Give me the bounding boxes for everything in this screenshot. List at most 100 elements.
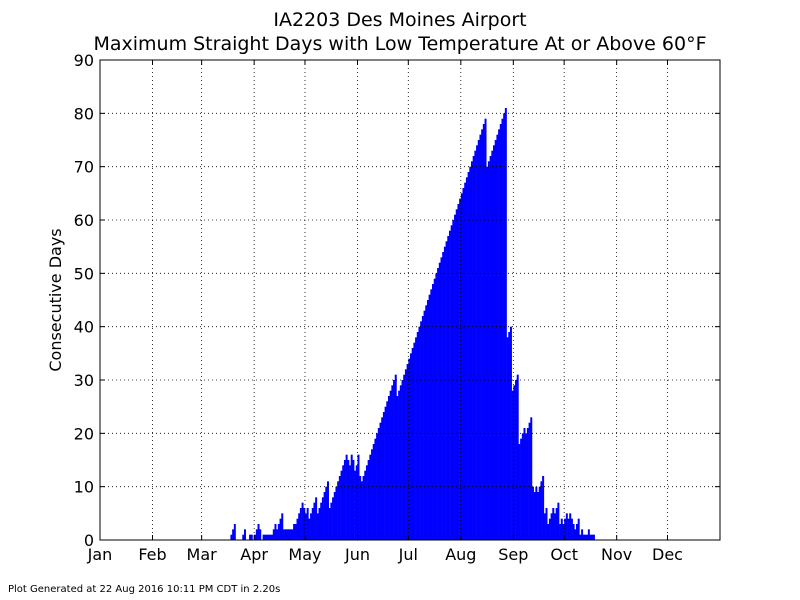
bar (550, 513, 553, 540)
bar (233, 524, 236, 540)
bar (242, 534, 245, 540)
bar (493, 145, 495, 540)
bar (445, 241, 448, 540)
bar (425, 305, 428, 540)
bar (572, 524, 575, 540)
bar (320, 502, 323, 540)
bar (577, 518, 580, 540)
x-tick-label: Apr (240, 545, 268, 564)
bar (515, 380, 518, 540)
bar (533, 492, 536, 540)
bar (345, 454, 348, 540)
bar (540, 481, 543, 540)
bar (423, 310, 426, 540)
bar (511, 390, 514, 540)
bar (418, 326, 421, 540)
bar (376, 433, 379, 540)
y-tick-label: 10 (74, 478, 94, 497)
bar (410, 353, 412, 540)
bar (528, 422, 531, 540)
y-tick-label: 30 (74, 371, 94, 390)
bar (574, 529, 577, 540)
bar (553, 513, 556, 540)
bar (269, 534, 272, 540)
bar (545, 508, 548, 540)
bar (286, 529, 289, 540)
bar (457, 204, 460, 540)
bar (374, 438, 377, 540)
bar (586, 534, 589, 540)
y-axis: 0 10 20 30 40 50 60 70 80 90 (74, 51, 720, 550)
bar (520, 438, 523, 540)
bar (430, 289, 433, 540)
plot-frame (99, 59, 721, 541)
bar (489, 156, 492, 540)
bar (313, 502, 316, 540)
bar (576, 524, 578, 540)
bar (318, 508, 321, 540)
bar (335, 486, 338, 540)
bar (267, 534, 270, 540)
bar (523, 428, 526, 540)
bar (340, 470, 343, 540)
bar (291, 529, 294, 540)
y-axis-label: Consecutive Days (46, 228, 65, 371)
bar (357, 454, 360, 540)
bar (271, 534, 274, 540)
bar (481, 129, 484, 540)
bar (547, 524, 550, 540)
bar (443, 246, 446, 541)
bar (266, 534, 268, 540)
bar (560, 518, 563, 540)
bar (343, 460, 346, 540)
bar (440, 257, 443, 540)
bar (525, 433, 528, 540)
bar (579, 534, 582, 540)
y-tick-label: 40 (74, 318, 94, 337)
bar (321, 497, 324, 540)
bar (408, 358, 411, 540)
bar (232, 529, 235, 540)
bar (401, 380, 404, 540)
bar (487, 161, 490, 540)
bar (467, 172, 470, 540)
bar (438, 262, 441, 540)
bar (377, 428, 380, 540)
bar (294, 524, 297, 540)
bar (371, 449, 374, 540)
bar (272, 529, 275, 540)
x-tick-label: Jun (344, 545, 370, 564)
bar (296, 518, 299, 540)
bar (281, 513, 284, 540)
bar (230, 534, 233, 540)
bar (469, 166, 472, 541)
bar (259, 529, 262, 540)
bar (386, 401, 389, 540)
bar (426, 300, 429, 540)
bar (338, 476, 341, 540)
bar (433, 278, 436, 540)
bar (555, 508, 558, 540)
bar (255, 529, 258, 540)
bar (316, 513, 319, 540)
bar (570, 518, 573, 540)
bar (306, 508, 309, 540)
bar (460, 193, 463, 540)
bar (530, 417, 533, 540)
bar (257, 524, 260, 540)
bar (250, 534, 253, 540)
bar (509, 326, 512, 540)
bar (403, 374, 406, 540)
bar (289, 529, 292, 540)
bar (521, 433, 524, 540)
bar (384, 406, 387, 540)
bar (393, 380, 396, 540)
y-tick-label: 90 (74, 51, 94, 70)
bar (332, 497, 335, 540)
bar (486, 166, 489, 541)
chart: 0 10 20 30 40 50 60 70 80 90 Jan Feb Mar Apr May Jun Ju… (46, 51, 721, 564)
bar (282, 529, 285, 540)
bar (581, 529, 584, 540)
bar (365, 465, 368, 540)
bar (591, 534, 594, 540)
